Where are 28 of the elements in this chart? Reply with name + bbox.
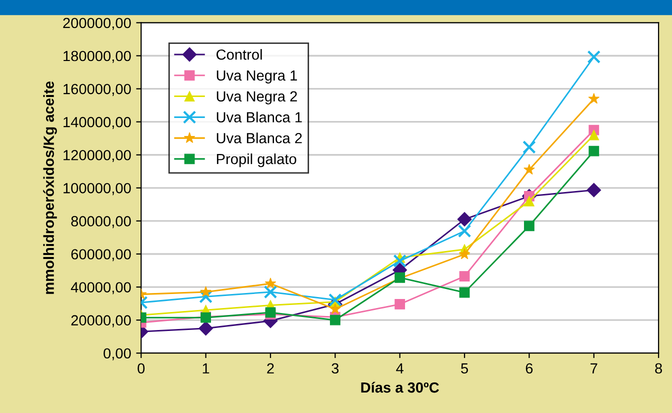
x-tick-label: 1 [202, 363, 210, 374]
y-axis-title: mmolhidroperóxidos/Kg aceite [43, 81, 57, 294]
legend-label: Uva Negra 1 [216, 70, 297, 84]
y-tick-label: 80000,00 [71, 216, 131, 228]
y-tick-label: 40000,00 [70, 282, 131, 294]
x-tick-label: 4 [396, 363, 404, 374]
y-tick-label: 20000,00 [71, 315, 131, 328]
y-tick-label: 100000,00 [64, 183, 131, 196]
legend-label: Propil galato [216, 153, 296, 168]
x-tick-label: 5 [461, 363, 468, 374]
y-tick-label: 120000,00 [64, 150, 131, 162]
x-tick-label: 3 [332, 363, 339, 374]
y-tick-label: 160000,00 [64, 84, 131, 96]
x-tick-label: 7 [590, 363, 598, 374]
legend-label: Uva Blanca 2 [216, 132, 302, 144]
x-tick-label: 2 [267, 363, 274, 374]
legend-label: Control [216, 49, 262, 60]
x-axis-title: Días a 30ºC [361, 382, 439, 393]
legend-label: Uva Blanca 1 [216, 112, 302, 122]
y-tick-label: 140000,00 [64, 116, 131, 129]
legend-label: Uva Negra 2 [216, 91, 297, 104]
y-tick-label: 200000,00 [63, 18, 131, 30]
x-tick-label: 6 [526, 363, 533, 374]
y-tick-label: 0,00 [104, 348, 131, 360]
y-tick-label: 60000,00 [71, 249, 131, 262]
y-tick-label: 180000,00 [64, 50, 131, 63]
x-tick-label: 8 [655, 363, 662, 374]
x-tick-label: 0 [138, 363, 145, 374]
